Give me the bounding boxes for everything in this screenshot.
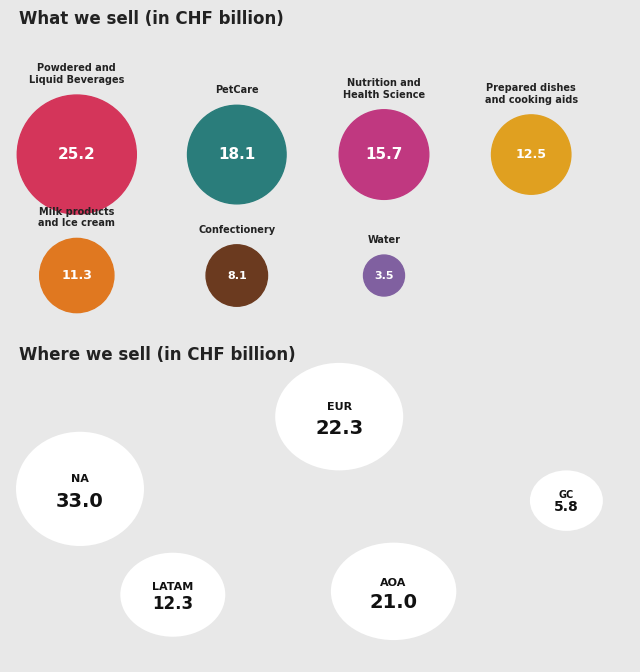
Text: EUR: EUR: [326, 402, 352, 412]
Text: 25.2: 25.2: [58, 147, 95, 162]
Text: PetCare: PetCare: [215, 85, 259, 95]
Ellipse shape: [206, 245, 268, 306]
Ellipse shape: [339, 110, 429, 200]
Text: Nutrition and
Health Science: Nutrition and Health Science: [343, 78, 425, 99]
Text: 33.0: 33.0: [56, 492, 104, 511]
Text: 12.5: 12.5: [516, 148, 547, 161]
Ellipse shape: [17, 95, 136, 214]
Text: 15.7: 15.7: [365, 147, 403, 162]
Text: Milk products
and Ice cream: Milk products and Ice cream: [38, 207, 115, 228]
Ellipse shape: [188, 106, 286, 204]
Text: 8.1: 8.1: [227, 271, 246, 280]
Ellipse shape: [120, 552, 225, 637]
Text: Confectionery: Confectionery: [198, 224, 275, 235]
Ellipse shape: [530, 470, 603, 531]
Text: Prepared dishes
and cooking aids: Prepared dishes and cooking aids: [484, 83, 578, 105]
Text: NA: NA: [71, 474, 89, 484]
Text: Powdered and
Liquid Beverages: Powdered and Liquid Beverages: [29, 63, 125, 85]
Ellipse shape: [364, 255, 404, 296]
Text: AOA: AOA: [380, 578, 407, 587]
Ellipse shape: [16, 432, 144, 546]
Text: 22.3: 22.3: [315, 419, 364, 438]
Text: 18.1: 18.1: [218, 147, 255, 162]
Text: LATAM: LATAM: [152, 582, 193, 592]
Text: What we sell (in CHF billion): What we sell (in CHF billion): [19, 10, 284, 28]
Ellipse shape: [331, 543, 456, 640]
Text: 21.0: 21.0: [370, 593, 418, 612]
Text: 12.3: 12.3: [152, 595, 193, 613]
Ellipse shape: [492, 115, 571, 194]
Text: Where we sell (in CHF billion): Where we sell (in CHF billion): [19, 346, 296, 364]
Text: 3.5: 3.5: [374, 271, 394, 280]
Ellipse shape: [275, 363, 403, 470]
Text: GC: GC: [559, 490, 574, 500]
Text: 11.3: 11.3: [61, 269, 92, 282]
Text: 5.8: 5.8: [554, 500, 579, 514]
Ellipse shape: [40, 239, 114, 312]
Text: Water: Water: [367, 235, 401, 245]
